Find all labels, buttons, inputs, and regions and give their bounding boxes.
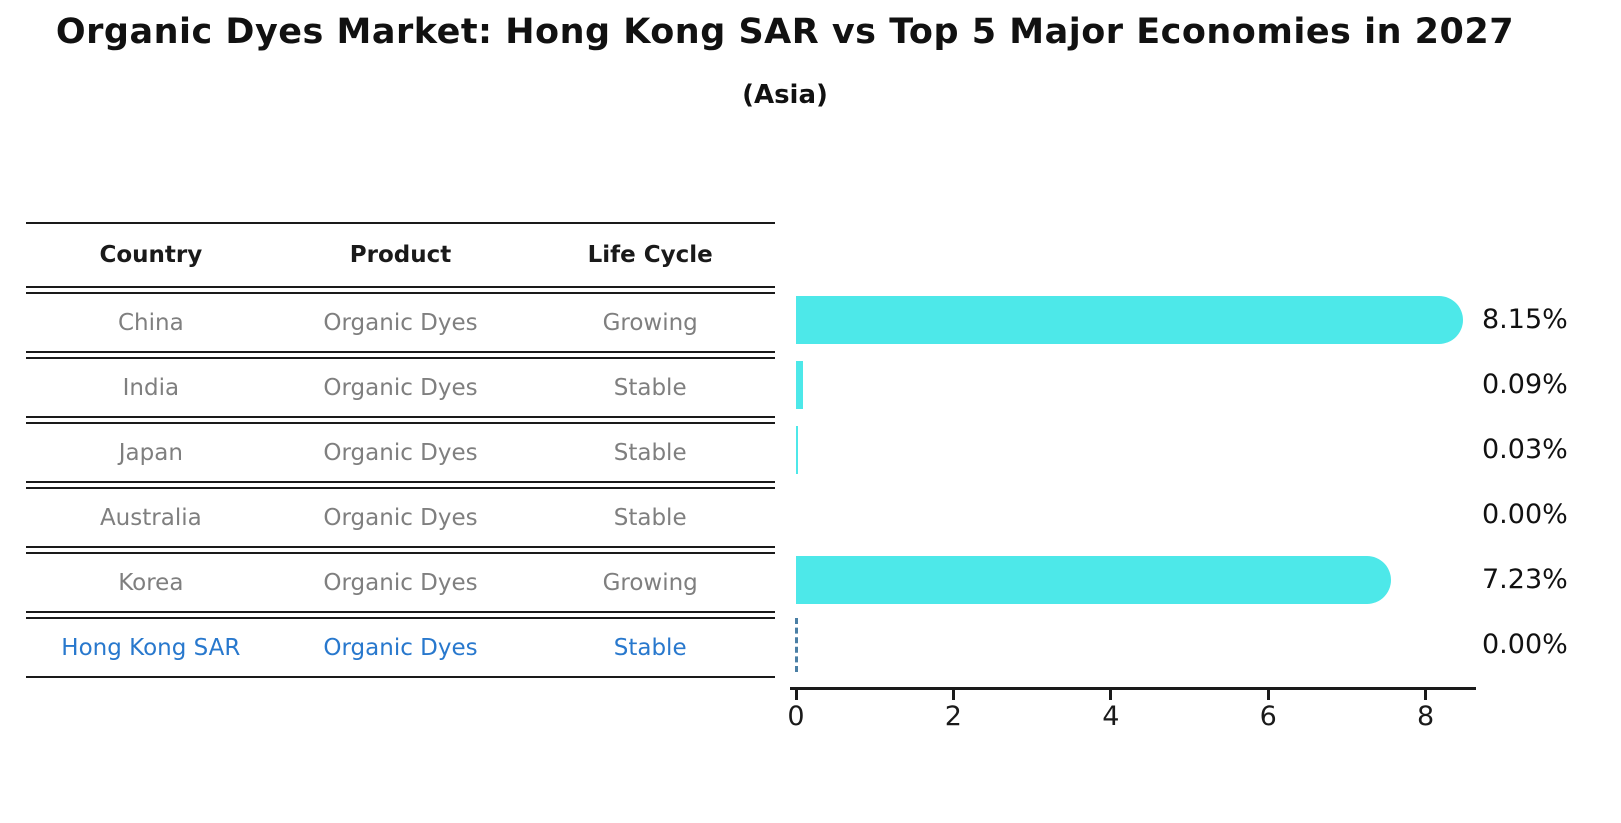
cell-country: Australia: [99, 504, 202, 531]
value-label-japan: 0.03%: [1482, 434, 1568, 465]
cell-life-cycle: Growing: [602, 309, 698, 336]
table-row-korea: Korea Organic Dyes Growing: [26, 552, 775, 613]
header-country: Country: [99, 242, 203, 268]
table-header-row: Country Product Life Cycle: [26, 222, 775, 288]
x-tick-label: 4: [1102, 701, 1120, 732]
value-label-australia: 0.00%: [1482, 499, 1568, 530]
cell-life-cycle: Stable: [613, 504, 687, 531]
table-row-australia: Australia Organic Dyes Stable: [26, 487, 775, 548]
x-tick-label: 2: [944, 701, 962, 732]
value-label-china: 8.15%: [1482, 304, 1568, 335]
bar-korea: [796, 556, 1391, 604]
cell-product: Organic Dyes: [323, 374, 478, 401]
x-tick-mark: [1424, 690, 1428, 700]
x-tick-mark: [1109, 690, 1113, 700]
bar-japan: [796, 426, 799, 474]
value-label-india: 0.09%: [1482, 369, 1568, 400]
chart-subtitle: (Asia): [742, 80, 828, 110]
cell-product: Organic Dyes: [323, 504, 478, 531]
chart-title: Organic Dyes Market: Hong Kong SAR vs To…: [55, 12, 1515, 52]
cell-country: China: [117, 309, 184, 336]
table-row-china: China Organic Dyes Growing: [26, 292, 775, 353]
cell-product: Organic Dyes: [323, 309, 478, 336]
x-tick-label: 6: [1259, 701, 1277, 732]
cell-country: India: [122, 374, 180, 401]
cell-life-cycle: Growing: [602, 569, 698, 596]
country-table: Country Product Life Cycle China Organic…: [26, 222, 775, 678]
x-tick-label: 0: [787, 701, 805, 732]
cell-country: Japan: [118, 439, 183, 466]
x-axis-line: [790, 687, 1476, 690]
header-product: Product: [349, 242, 452, 268]
cell-country: Hong Kong SAR: [61, 634, 241, 661]
value-label-korea: 7.23%: [1482, 564, 1568, 595]
cell-life-cycle: Stable: [613, 634, 687, 661]
x-tick-mark: [794, 690, 798, 700]
value-label-hong-kong-sar: 0.00%: [1482, 629, 1568, 660]
table-row-hong-kong-sar: Hong Kong SAR Organic Dyes Stable: [26, 617, 775, 678]
table-row-india: India Organic Dyes Stable: [26, 357, 775, 418]
cell-life-cycle: Stable: [613, 439, 687, 466]
hong-kong-zero-dashed-marker: [795, 618, 798, 672]
bar-india: [796, 361, 804, 409]
x-tick-mark: [951, 690, 955, 700]
bar-china: [796, 296, 1464, 344]
cell-product: Organic Dyes: [323, 569, 478, 596]
cell-country: Korea: [118, 569, 184, 596]
table-row-japan: Japan Organic Dyes Stable: [26, 422, 775, 483]
cell-product: Organic Dyes: [323, 634, 478, 661]
x-tick-mark: [1266, 690, 1270, 700]
cell-life-cycle: Stable: [613, 374, 687, 401]
cell-product: Organic Dyes: [323, 439, 478, 466]
header-life-cycle: Life Cycle: [587, 242, 713, 268]
x-tick-label: 8: [1417, 701, 1435, 732]
